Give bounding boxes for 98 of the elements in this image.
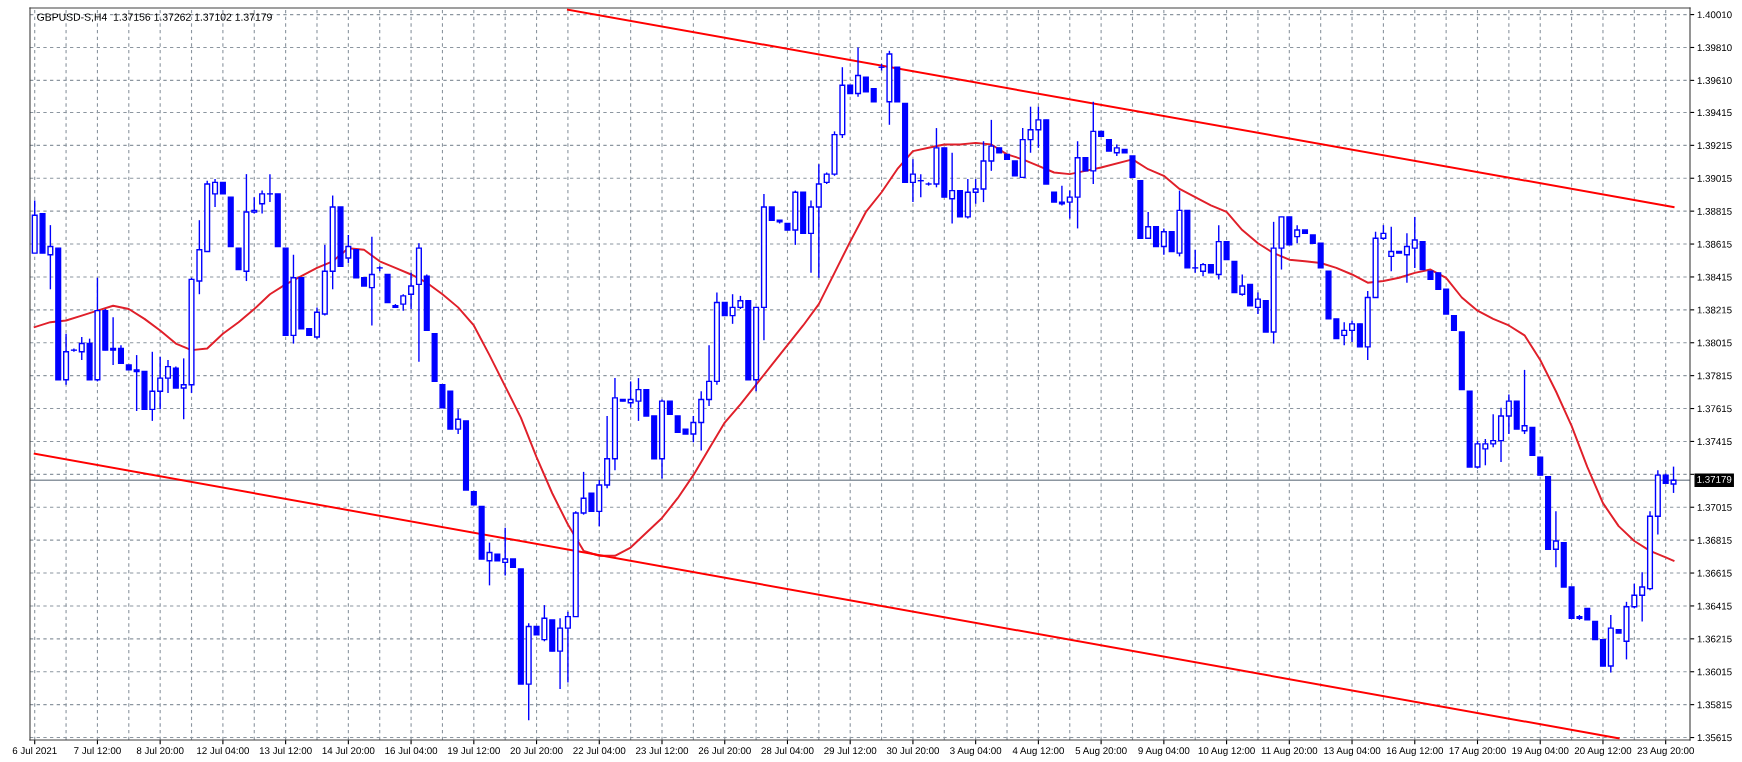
candlestick	[1639, 571, 1646, 623]
candlestick	[172, 365, 179, 389]
y-tick-label: 1.37415	[1697, 438, 1732, 446]
candlestick	[1592, 620, 1599, 641]
candlestick	[1247, 283, 1254, 307]
x-tick-label: 23 Aug 20:00	[1637, 747, 1694, 757]
y-tick-label: 1.39810	[1697, 44, 1732, 52]
candlestick	[1294, 224, 1301, 244]
candlestick	[1239, 273, 1246, 297]
candlestick	[455, 408, 462, 435]
candlestick	[815, 163, 822, 279]
x-tick-label: 8 Jul 20:00	[136, 746, 184, 755]
x-tick-label: 12 Jul 04:00	[197, 746, 249, 755]
y-tick-label: 1.37015	[1697, 503, 1732, 511]
y-tick-label: 1.36015	[1697, 668, 1732, 676]
x-tick-label: 11 Aug 20:00	[1261, 747, 1318, 757]
line-series	[33, 141, 1675, 562]
x-tick-label: 20 Jul 20:00	[510, 746, 563, 755]
candlestick	[1066, 189, 1073, 220]
candlestick	[1223, 240, 1230, 261]
candlestick	[1254, 291, 1261, 315]
y-tick-label: 1.38815	[1697, 207, 1732, 215]
candlestick	[212, 178, 219, 208]
candlestick	[157, 356, 164, 411]
candlestick	[909, 158, 916, 203]
x-tick-label: 26 Jul 20:00	[698, 746, 751, 755]
ref-line-label: 1.37179	[1697, 475, 1732, 483]
x-tick-label: 16 Jul 04:00	[385, 746, 438, 755]
x-tick-label: 20 Aug 12:00	[1574, 747, 1632, 757]
y-tick-label: 1.35815	[1697, 701, 1732, 709]
candlestick	[1341, 321, 1348, 346]
y-tick-label: 1.39610	[1697, 77, 1732, 84]
candlestick	[854, 46, 862, 98]
candlestick	[706, 344, 713, 407]
x-tick-label: 17 Aug 20:00	[1449, 747, 1506, 757]
x-tick-label: 14 Jul 20:00	[322, 746, 375, 755]
candlestick	[110, 316, 117, 366]
candlestick	[439, 383, 446, 409]
x-tick-label: 29 Jul 12:00	[824, 746, 877, 755]
candlestick	[1145, 211, 1152, 239]
x-tick-label: 5 Aug 20:00	[1075, 747, 1127, 757]
y-tick-label: 1.37615	[1697, 405, 1732, 413]
x-tick-label: 9 Aug 04:00	[1138, 747, 1190, 757]
y-tick-label: 1.38215	[1697, 306, 1732, 314]
candlestick	[1356, 323, 1363, 348]
y-tick-label: 1.40010	[1697, 11, 1732, 19]
y-tick-label: 1.36815	[1697, 536, 1732, 544]
y-tick-label: 1.36215	[1697, 635, 1732, 643]
x-tick-label: 4 Aug 12:00	[1012, 747, 1064, 757]
y-tick-label: 1.35615	[1697, 734, 1732, 742]
x-tick-label: 13 Aug 04:00	[1324, 747, 1381, 757]
y-tick-label: 1.39415	[1697, 109, 1732, 117]
x-tick-label: 19 Aug 04:00	[1512, 747, 1569, 757]
candlestick	[266, 173, 273, 203]
x-tick-label: 23 Jul 12:00	[636, 746, 689, 755]
candlestick	[1152, 226, 1160, 248]
candlestick	[502, 527, 509, 577]
x-tick-label: 30 Jul 20:00	[886, 746, 940, 755]
x-tick-label: 28 Jul 04:00	[761, 746, 814, 755]
y-tick-label: 1.39215	[1697, 142, 1732, 149]
candlestick	[368, 235, 375, 327]
y-tick-label: 1.39015	[1697, 174, 1732, 182]
x-tick-label: 16 Aug 12:00	[1386, 747, 1444, 757]
candlestick	[164, 359, 172, 394]
x-tick-label: 3 Aug 04:00	[950, 747, 1002, 757]
candlestick	[1348, 319, 1356, 343]
candlestick	[698, 390, 705, 452]
candlestick	[117, 344, 125, 365]
x-tick-label: 22 Jul 04:00	[573, 746, 626, 755]
x-tick-label: 10 Aug 12:00	[1198, 747, 1255, 757]
candlestick	[1129, 155, 1136, 179]
candlestick	[1552, 510, 1559, 568]
candlestick	[1160, 227, 1167, 256]
y-tick-label: 1.36415	[1697, 602, 1732, 610]
candlestick	[1403, 232, 1410, 284]
candlestick	[1058, 184, 1065, 207]
x-tick-label: 7 Jul 12:00	[74, 746, 121, 755]
candlestick	[78, 336, 85, 361]
candlestick	[949, 152, 956, 225]
y-tick-label: 1.38015	[1697, 339, 1732, 347]
candlestick	[1388, 226, 1395, 272]
candlestick	[1537, 456, 1544, 476]
y-tick-label: 1.37815	[1697, 372, 1732, 380]
candlestick	[259, 189, 266, 215]
candlestick	[408, 272, 415, 310]
x-tick-label: 13 Jul 12:00	[259, 746, 312, 755]
x-tick-label: 19 Jul 12:00	[448, 746, 500, 755]
candlestick	[1192, 249, 1199, 274]
y-tick-label: 1.38615	[1697, 240, 1732, 248]
chart-title: GBPUSD-S,H4 1.37156 1.37262 1.37102 1.37179	[37, 13, 272, 23]
x-tick-label: 6 Jul 2021	[12, 746, 57, 755]
candlestick	[564, 610, 571, 684]
candlestick	[1411, 216, 1418, 269]
y-tick-label: 1.36615	[1697, 569, 1732, 577]
candlestick	[1505, 393, 1512, 435]
candlestick	[1490, 413, 1497, 448]
candlestick	[557, 617, 564, 690]
y-tick-label: 1.38415	[1697, 273, 1732, 281]
